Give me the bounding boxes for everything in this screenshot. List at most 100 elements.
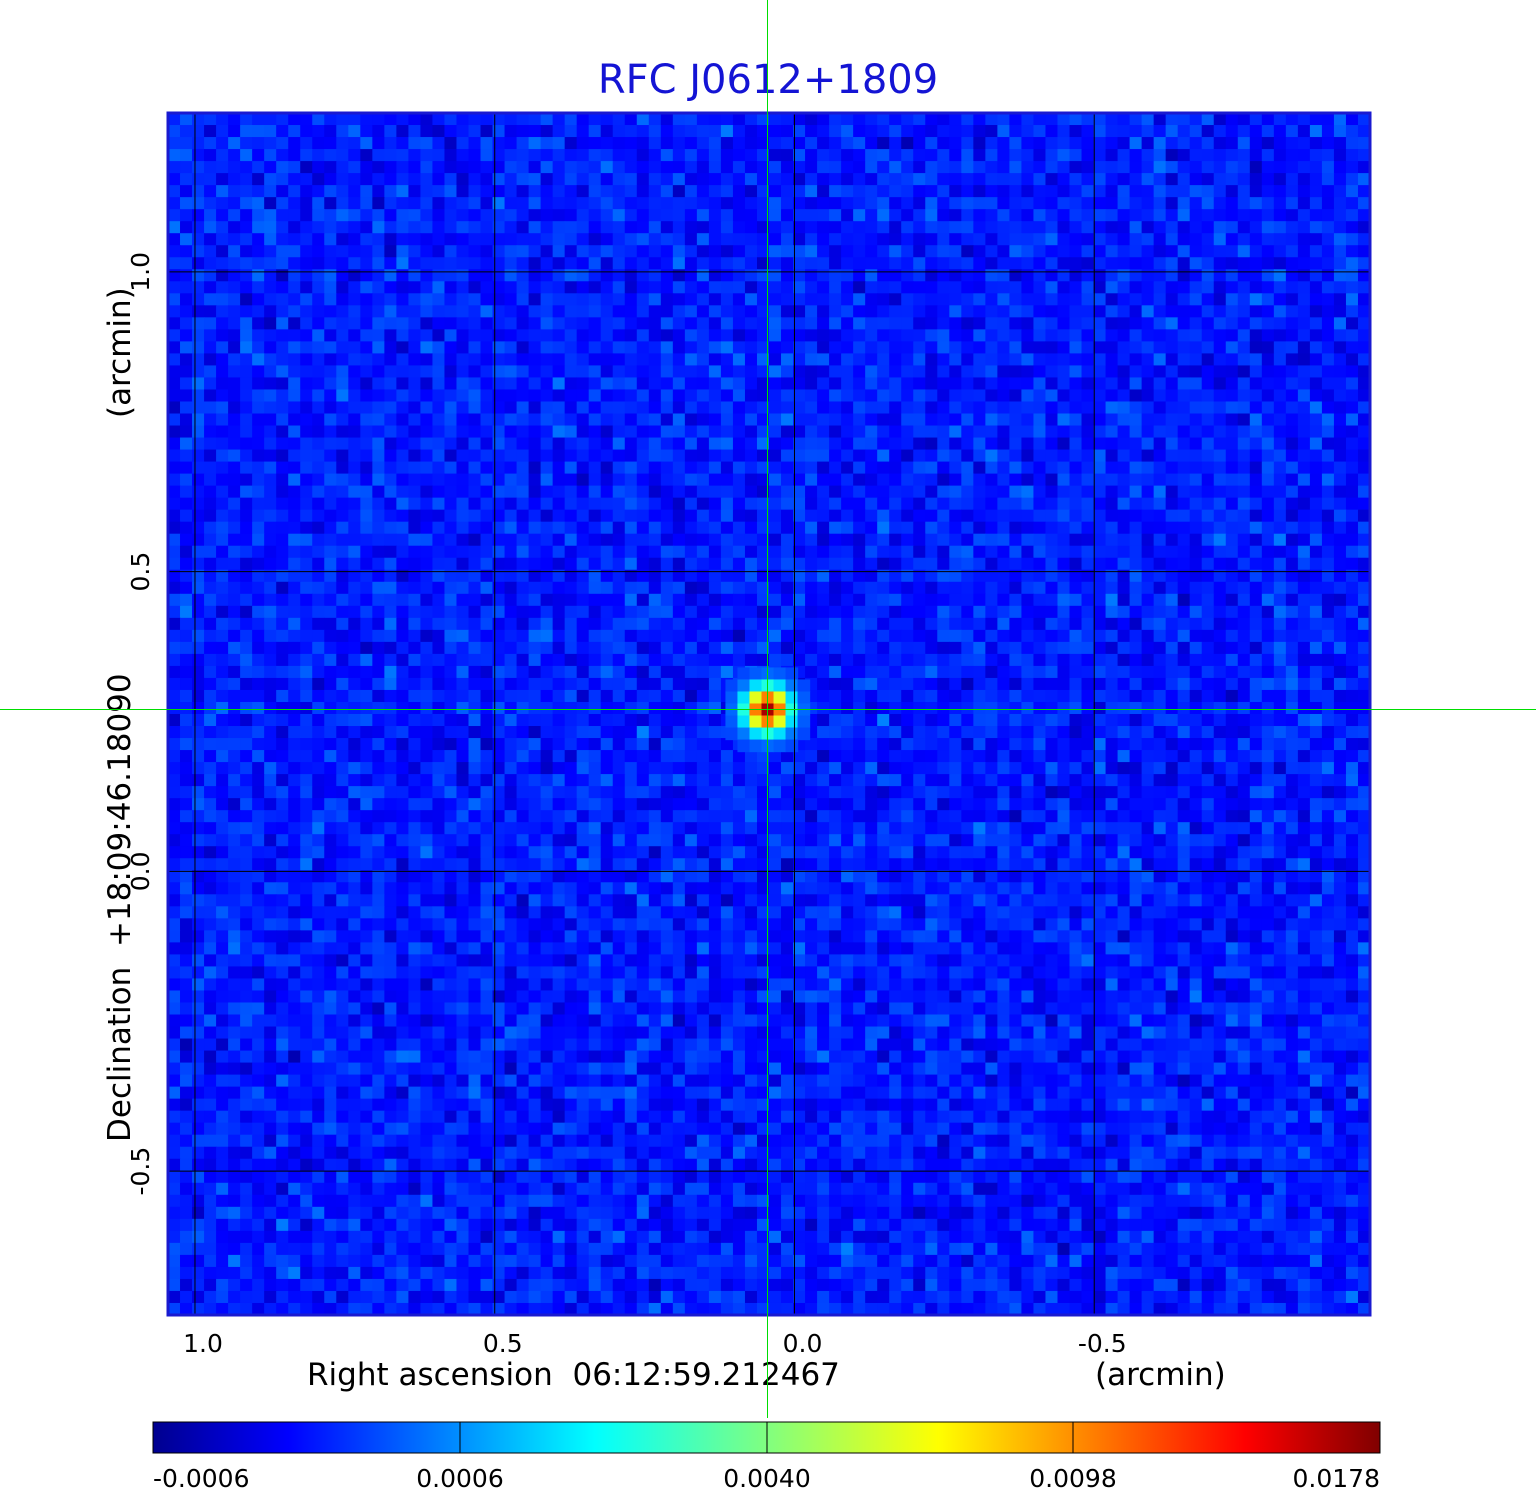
image-pixel <box>240 413 253 427</box>
image-pixel <box>1129 449 1143 463</box>
image-pixel <box>769 413 782 427</box>
image-pixel <box>672 545 686 559</box>
image-pixel <box>600 329 614 342</box>
image-pixel <box>1177 413 1191 427</box>
image-pixel <box>444 413 458 427</box>
image-pixel <box>432 629 446 643</box>
image-pixel <box>1069 197 1083 210</box>
image-pixel <box>901 557 914 571</box>
image-pixel <box>1297 245 1311 258</box>
image-pixel <box>600 149 614 162</box>
image-pixel <box>396 665 409 679</box>
image-pixel <box>264 677 277 691</box>
image-pixel <box>985 677 998 691</box>
image-pixel <box>1225 197 1239 210</box>
image-pixel <box>877 221 890 234</box>
image-pixel <box>432 341 446 354</box>
image-pixel <box>1177 461 1191 475</box>
image-pixel <box>432 437 446 451</box>
image-pixel <box>300 701 313 715</box>
image-pixel <box>877 569 890 583</box>
image-pixel <box>372 389 385 403</box>
image-pixel <box>372 521 385 535</box>
image-pixel <box>997 305 1010 318</box>
image-pixel <box>672 569 686 583</box>
image-pixel <box>1189 317 1203 330</box>
image-pixel <box>1213 125 1227 138</box>
image-pixel <box>1345 221 1359 234</box>
image-pixel <box>468 533 482 547</box>
image-pixel <box>420 473 434 487</box>
image-pixel <box>1321 305 1335 318</box>
image-pixel <box>901 677 914 691</box>
image-pixel <box>1165 293 1179 306</box>
image-pixel <box>408 545 422 559</box>
image-pixel <box>817 617 830 631</box>
image-pixel <box>408 221 422 234</box>
image-pixel <box>612 653 626 667</box>
image-pixel <box>1117 569 1131 583</box>
image-pixel <box>1213 305 1227 318</box>
image-pixel <box>240 173 253 186</box>
image-pixel <box>372 485 385 499</box>
image-pixel <box>1057 245 1071 258</box>
image-pixel <box>865 437 878 451</box>
image-pixel <box>240 641 253 655</box>
image-pixel <box>408 377 422 391</box>
image-pixel <box>552 173 566 186</box>
image-pixel <box>889 557 902 571</box>
image-pixel <box>1297 473 1311 487</box>
image-pixel <box>444 389 458 403</box>
image-pixel <box>1045 341 1059 354</box>
image-pixel <box>648 329 662 342</box>
image-pixel <box>817 449 830 463</box>
image-pixel <box>348 281 361 294</box>
image-pixel <box>841 185 854 198</box>
image-pixel <box>901 305 914 318</box>
image-pixel <box>744 509 758 523</box>
image-pixel <box>408 569 422 583</box>
image-pixel <box>1069 173 1083 186</box>
image-pixel <box>901 461 914 475</box>
image-pixel <box>396 197 409 210</box>
image-pixel <box>588 401 602 415</box>
image-pixel <box>432 209 446 222</box>
image-pixel <box>684 305 698 318</box>
image-pixel <box>396 185 409 198</box>
image-pixel <box>1285 509 1299 523</box>
image-pixel <box>492 557 506 571</box>
image-pixel <box>1069 377 1083 391</box>
image-pixel <box>1345 245 1359 258</box>
image-pixel <box>949 653 962 667</box>
image-pixel <box>528 197 542 210</box>
image-pixel <box>396 113 409 126</box>
image-pixel <box>1117 689 1131 703</box>
image-pixel <box>684 185 698 198</box>
image-pixel <box>240 437 253 451</box>
image-pixel <box>1033 437 1047 451</box>
image-pixel <box>913 653 926 667</box>
image-pixel <box>1057 497 1071 511</box>
image-pixel <box>1153 113 1167 126</box>
image-pixel <box>1345 329 1359 342</box>
image-pixel <box>708 269 722 282</box>
image-pixel <box>1285 221 1299 234</box>
image-pixel <box>1201 221 1215 234</box>
image-pixel <box>480 389 494 403</box>
image-pixel <box>889 281 902 294</box>
image-pixel <box>841 425 854 439</box>
image-pixel <box>660 425 674 439</box>
image-pixel <box>264 605 277 619</box>
image-pixel <box>1213 149 1227 162</box>
image-pixel <box>889 221 902 234</box>
image-pixel <box>600 689 614 703</box>
image-pixel <box>853 701 866 715</box>
image-pixel <box>456 581 470 595</box>
image-pixel <box>1333 605 1347 619</box>
image-pixel <box>264 629 277 643</box>
image-pixel <box>1285 245 1299 258</box>
image-pixel <box>276 413 289 427</box>
image-pixel <box>480 545 494 559</box>
image-pixel <box>1237 545 1251 559</box>
image-pixel <box>348 473 361 487</box>
